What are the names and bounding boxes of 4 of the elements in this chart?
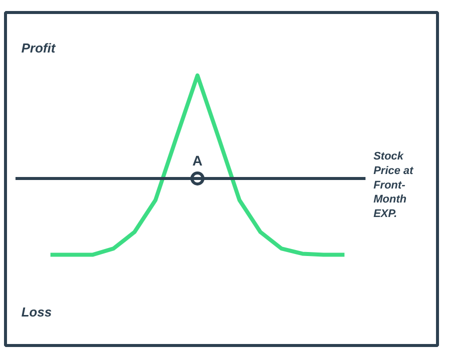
- annotation: A: [192, 152, 203, 168]
- text: Loss: [21, 304, 52, 320]
- x-axis-title: Stock Price at Front-Month EXP.: [373, 150, 415, 220]
- text: Profit: [21, 40, 56, 56]
